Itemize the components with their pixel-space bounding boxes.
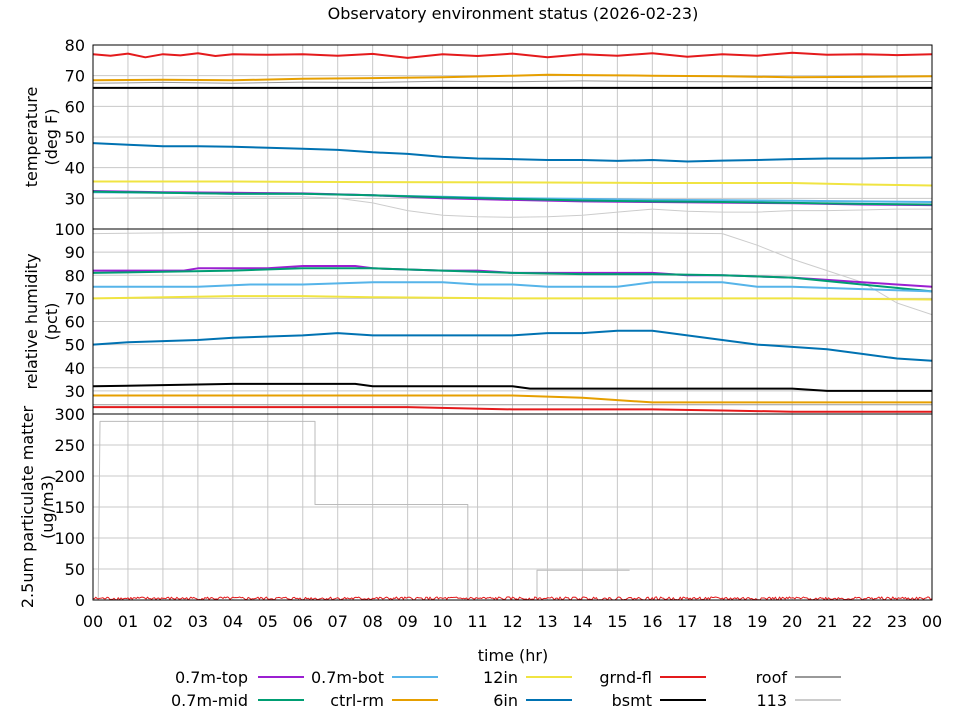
x-tick-label: 12 — [502, 612, 522, 631]
series-group — [93, 420, 932, 600]
series-line-ctrl-rm — [93, 394, 932, 404]
x-tick-label: 21 — [817, 612, 837, 631]
x-tick-label: 01 — [118, 612, 138, 631]
series-line-0.7m-mid — [93, 267, 932, 293]
y-axis-label-line: (pct) — [42, 303, 61, 341]
x-tick-label: 00 — [83, 612, 103, 631]
x-tick-label: 18 — [712, 612, 732, 631]
legend-label: ctrl-rm — [330, 691, 384, 710]
y-tick-label: 100 — [54, 220, 85, 239]
x-tick-label: 09 — [397, 612, 417, 631]
series-line-0.7m-bot — [93, 281, 932, 293]
legend-label: 113 — [756, 691, 787, 710]
legend-label: bsmt — [612, 691, 652, 710]
x-tick-label: 13 — [537, 612, 557, 631]
y-tick-label: 30 — [65, 189, 85, 208]
x-tick-label: 22 — [852, 612, 872, 631]
x-tick-label: 19 — [747, 612, 767, 631]
series-line-bsmt — [93, 382, 932, 392]
legend-label: 0.7m-top — [175, 668, 248, 687]
series-line-113 — [97, 420, 630, 600]
y-tick-label: 50 — [65, 560, 85, 579]
x-tick-label: 07 — [328, 612, 348, 631]
panel-frame — [92, 413, 933, 601]
legend-label: 0.7m-bot — [311, 668, 384, 687]
x-tick-label: 15 — [607, 612, 627, 631]
y-tick-label: 80 — [65, 36, 85, 55]
y-axis-label-line: temperature — [22, 87, 41, 188]
y-tick-label: 90 — [65, 243, 85, 262]
x-tick-label: 05 — [258, 612, 278, 631]
series-line-6in — [93, 142, 932, 163]
series-line-6in — [93, 329, 932, 362]
legend-label: 0.7m-mid — [171, 691, 248, 710]
x-tick-label: 14 — [572, 612, 592, 631]
y-tick-label: 50 — [65, 336, 85, 355]
y-tick-label: 30 — [65, 382, 85, 401]
panel-2: 30 40 50 60 70 80 90 100 relative humidity(pct) — [22, 220, 933, 415]
x-tick-label: 20 — [782, 612, 802, 631]
series-group — [93, 51, 932, 218]
y-tick-label: 70 — [65, 289, 85, 308]
series-line-grnd-fl — [93, 51, 932, 59]
x-tick-label: 16 — [642, 612, 662, 631]
series-line-grnd-fl — [93, 406, 932, 413]
y-tick-label: 40 — [65, 159, 85, 178]
x-tick-label: 17 — [677, 612, 697, 631]
y-tick-label: 150 — [54, 498, 85, 517]
x-tick-label: 23 — [887, 612, 907, 631]
x-tick-label: 10 — [432, 612, 452, 631]
y-tick-label: 80 — [65, 266, 85, 285]
y-tick-label: 100 — [54, 529, 85, 548]
x-tick-label: 03 — [188, 612, 208, 631]
y-tick-label: 200 — [54, 467, 85, 486]
legend-label: 12in — [483, 668, 518, 687]
legend: 0.7m-top 0.7m-mid 0.7m-bot ctrl-rm 12in 6in gr… — [171, 668, 841, 710]
x-tick-label: 08 — [362, 612, 382, 631]
x-tick-label: 11 — [467, 612, 487, 631]
series-group — [93, 232, 932, 413]
legend-label: roof — [756, 668, 788, 687]
y-tick-label: 300 — [54, 405, 85, 424]
legend-label: 6in — [493, 691, 518, 710]
series-line-12in — [93, 295, 932, 301]
y-axis-label-line: (ug/m3) — [38, 475, 57, 539]
x-tick-label: 02 — [153, 612, 173, 631]
y-axis-label: temperature(deg F) — [22, 87, 61, 188]
y-tick-label: 60 — [65, 313, 85, 332]
series-line-ctrl-rm — [93, 73, 932, 82]
y-tick-label: 50 — [65, 128, 85, 147]
y-axis-label-line: relative humidity — [22, 253, 41, 389]
series-line-0.7m-mid — [93, 190, 932, 206]
y-tick-label: 250 — [54, 436, 85, 455]
series-line-113 — [93, 196, 932, 218]
y-axis-label-line: 2.5um particulate matter — [18, 405, 37, 608]
y-tick-label: 0 — [75, 591, 85, 610]
y-tick-label: 40 — [65, 359, 85, 378]
x-tick-label: 06 — [293, 612, 313, 631]
y-tick-label: 60 — [65, 97, 85, 116]
y-tick-label: 70 — [65, 67, 85, 86]
series-line-grnd-fl — [93, 596, 932, 600]
x-axis: 00 01 02 03 04 05 06 07 08 09 10 11 12 13 14 15 16 17 18 19… — [83, 612, 942, 631]
series-line-12in — [93, 180, 932, 187]
y-axis-label: 2.5um particulate matter(ug/m3) — [18, 405, 57, 608]
panel-1: 30 40 50 60 70 80 temperature(deg F) — [22, 36, 933, 230]
x-tick-label: 04 — [223, 612, 243, 631]
chart-title: Observatory environment status (2026-02-… — [328, 4, 699, 23]
x-axis-label: time (hr) — [478, 646, 548, 665]
y-axis-label-line: (deg F) — [42, 109, 61, 166]
series-line-roof — [93, 80, 932, 84]
y-axis-label: relative humidity(pct) — [22, 253, 61, 389]
x-tick-label: 00 — [922, 612, 942, 631]
legend-label: grnd-fl — [599, 668, 652, 687]
